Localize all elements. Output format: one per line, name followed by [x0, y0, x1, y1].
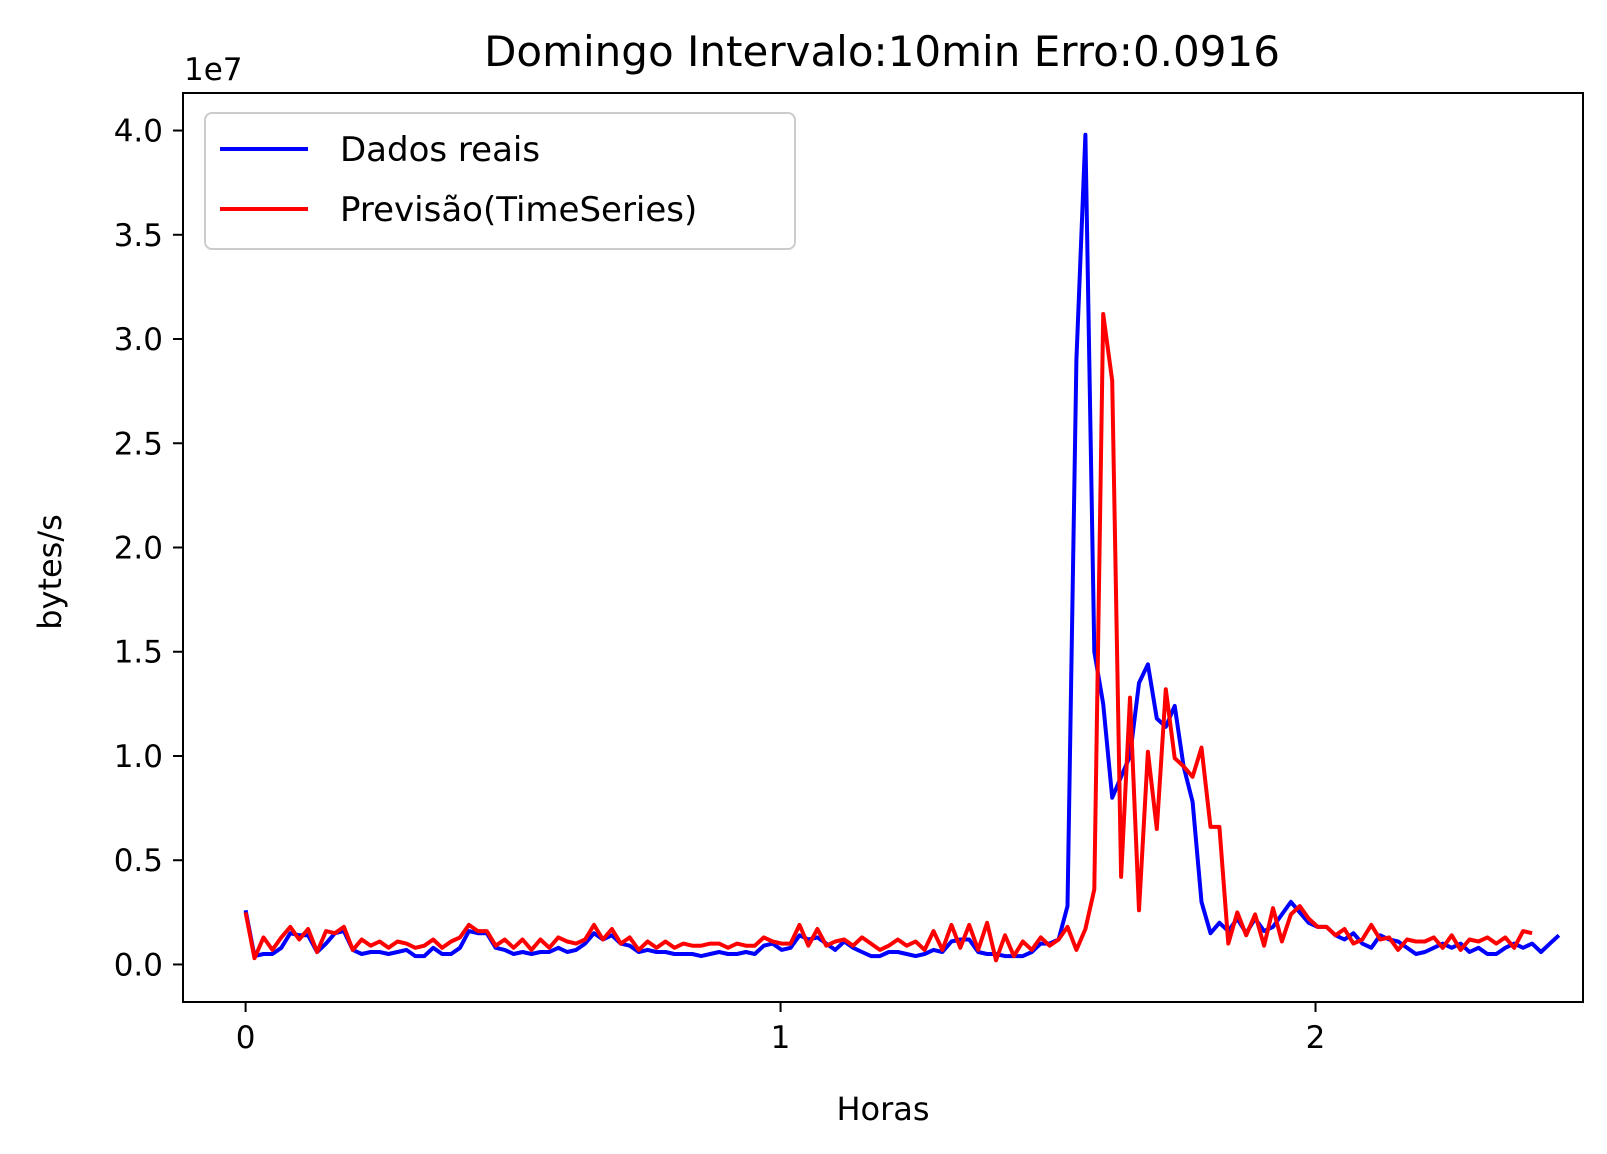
- y-tick-label: 3.0: [114, 322, 163, 358]
- series-line-0: [243, 132, 1561, 959]
- series-line-1: [243, 312, 1533, 963]
- x-tick-label: 0: [236, 1020, 256, 1056]
- x-tick-label: 1: [771, 1020, 791, 1056]
- y-tick-label: 1.5: [114, 635, 163, 671]
- legend: Dados reais Previsão(TimeSeries): [204, 112, 796, 250]
- series-layer: [243, 132, 1561, 963]
- x-axis-label: Horas: [836, 1090, 929, 1128]
- y-tick-label: 1.0: [114, 739, 163, 775]
- y-tick-label: 0.0: [114, 947, 163, 983]
- y-tick-label: 2.0: [114, 531, 163, 567]
- y-tick-label: 2.5: [114, 426, 163, 462]
- y-tick-label: 4.0: [114, 114, 163, 150]
- chart-title: Domingo Intervalo:10min Erro:0.0916: [484, 27, 1280, 76]
- y-ticks: 0.0 0.5 1.0 1.5 2.0 2.5 3.0 3.5 4.0: [114, 114, 183, 983]
- legend-frame: [204, 112, 796, 250]
- y-tick-label: 0.5: [114, 843, 163, 879]
- y-tick-label: 3.5: [114, 218, 163, 254]
- x-tick-label: 2: [1306, 1020, 1326, 1056]
- legend-label-dados-reais: Dados reais: [340, 130, 540, 170]
- legend-label-previsao: Previsão(TimeSeries): [340, 190, 697, 230]
- x-ticks: 0 1 2: [236, 1002, 1326, 1056]
- y-axis-label: bytes/s: [31, 514, 69, 630]
- y-offset-label: 1e7: [184, 52, 243, 88]
